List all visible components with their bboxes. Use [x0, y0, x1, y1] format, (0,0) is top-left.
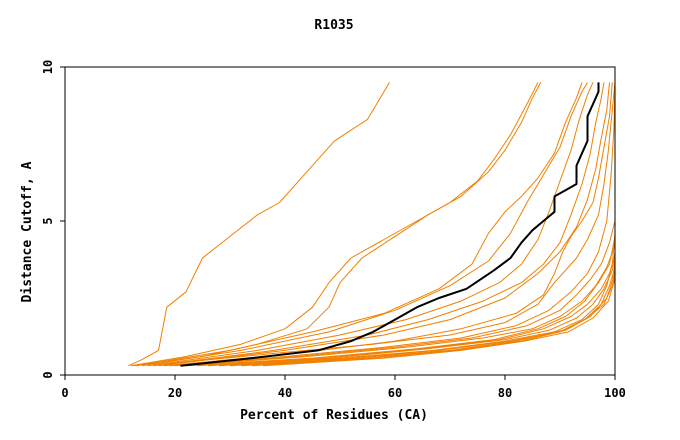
series-line-model-8: [158, 82, 610, 367]
series-line-model-11: [169, 82, 616, 367]
x-tick-label: 0: [61, 386, 68, 400]
x-axis-label: Percent of Residues (CA): [240, 408, 428, 423]
series-line-model-19: [240, 273, 616, 367]
series-line-model-15: [196, 254, 616, 367]
series-line-model-2: [130, 82, 539, 367]
series-line-model-9: [163, 82, 613, 367]
y-tick-label: 10: [41, 60, 55, 74]
y-tick-label: 5: [41, 217, 55, 224]
series-line-model-12: [174, 220, 616, 367]
series-line-model-13: [180, 245, 616, 367]
plot-lines: [128, 82, 616, 367]
series-line-model-3: [133, 82, 542, 367]
series-line-model-10: [161, 82, 616, 365]
series-line-model-17: [218, 233, 616, 367]
series-line-model-6: [147, 82, 594, 367]
x-tick-label: 80: [498, 386, 512, 400]
x-tick-label: 40: [278, 386, 292, 400]
x-tick-label: 60: [388, 386, 402, 400]
x-tick-label: 100: [604, 386, 626, 400]
series-line-reference: [180, 82, 600, 367]
series-line-model-4: [136, 82, 583, 367]
series-line-model-21: [262, 264, 616, 367]
series-line-model-7: [152, 82, 605, 367]
series-line-model-1: [128, 82, 390, 367]
series-line-model-20: [251, 257, 616, 367]
axis-ticks: 0 20 40 60 80 100 0 5 10: [41, 60, 626, 400]
y-axis-label: Distance Cutoff, A: [20, 161, 35, 302]
y-tick-label: 0: [41, 371, 55, 378]
series-line-model-5: [141, 82, 588, 367]
x-tick-label: 20: [168, 386, 182, 400]
chart-title: R1035: [314, 18, 353, 33]
